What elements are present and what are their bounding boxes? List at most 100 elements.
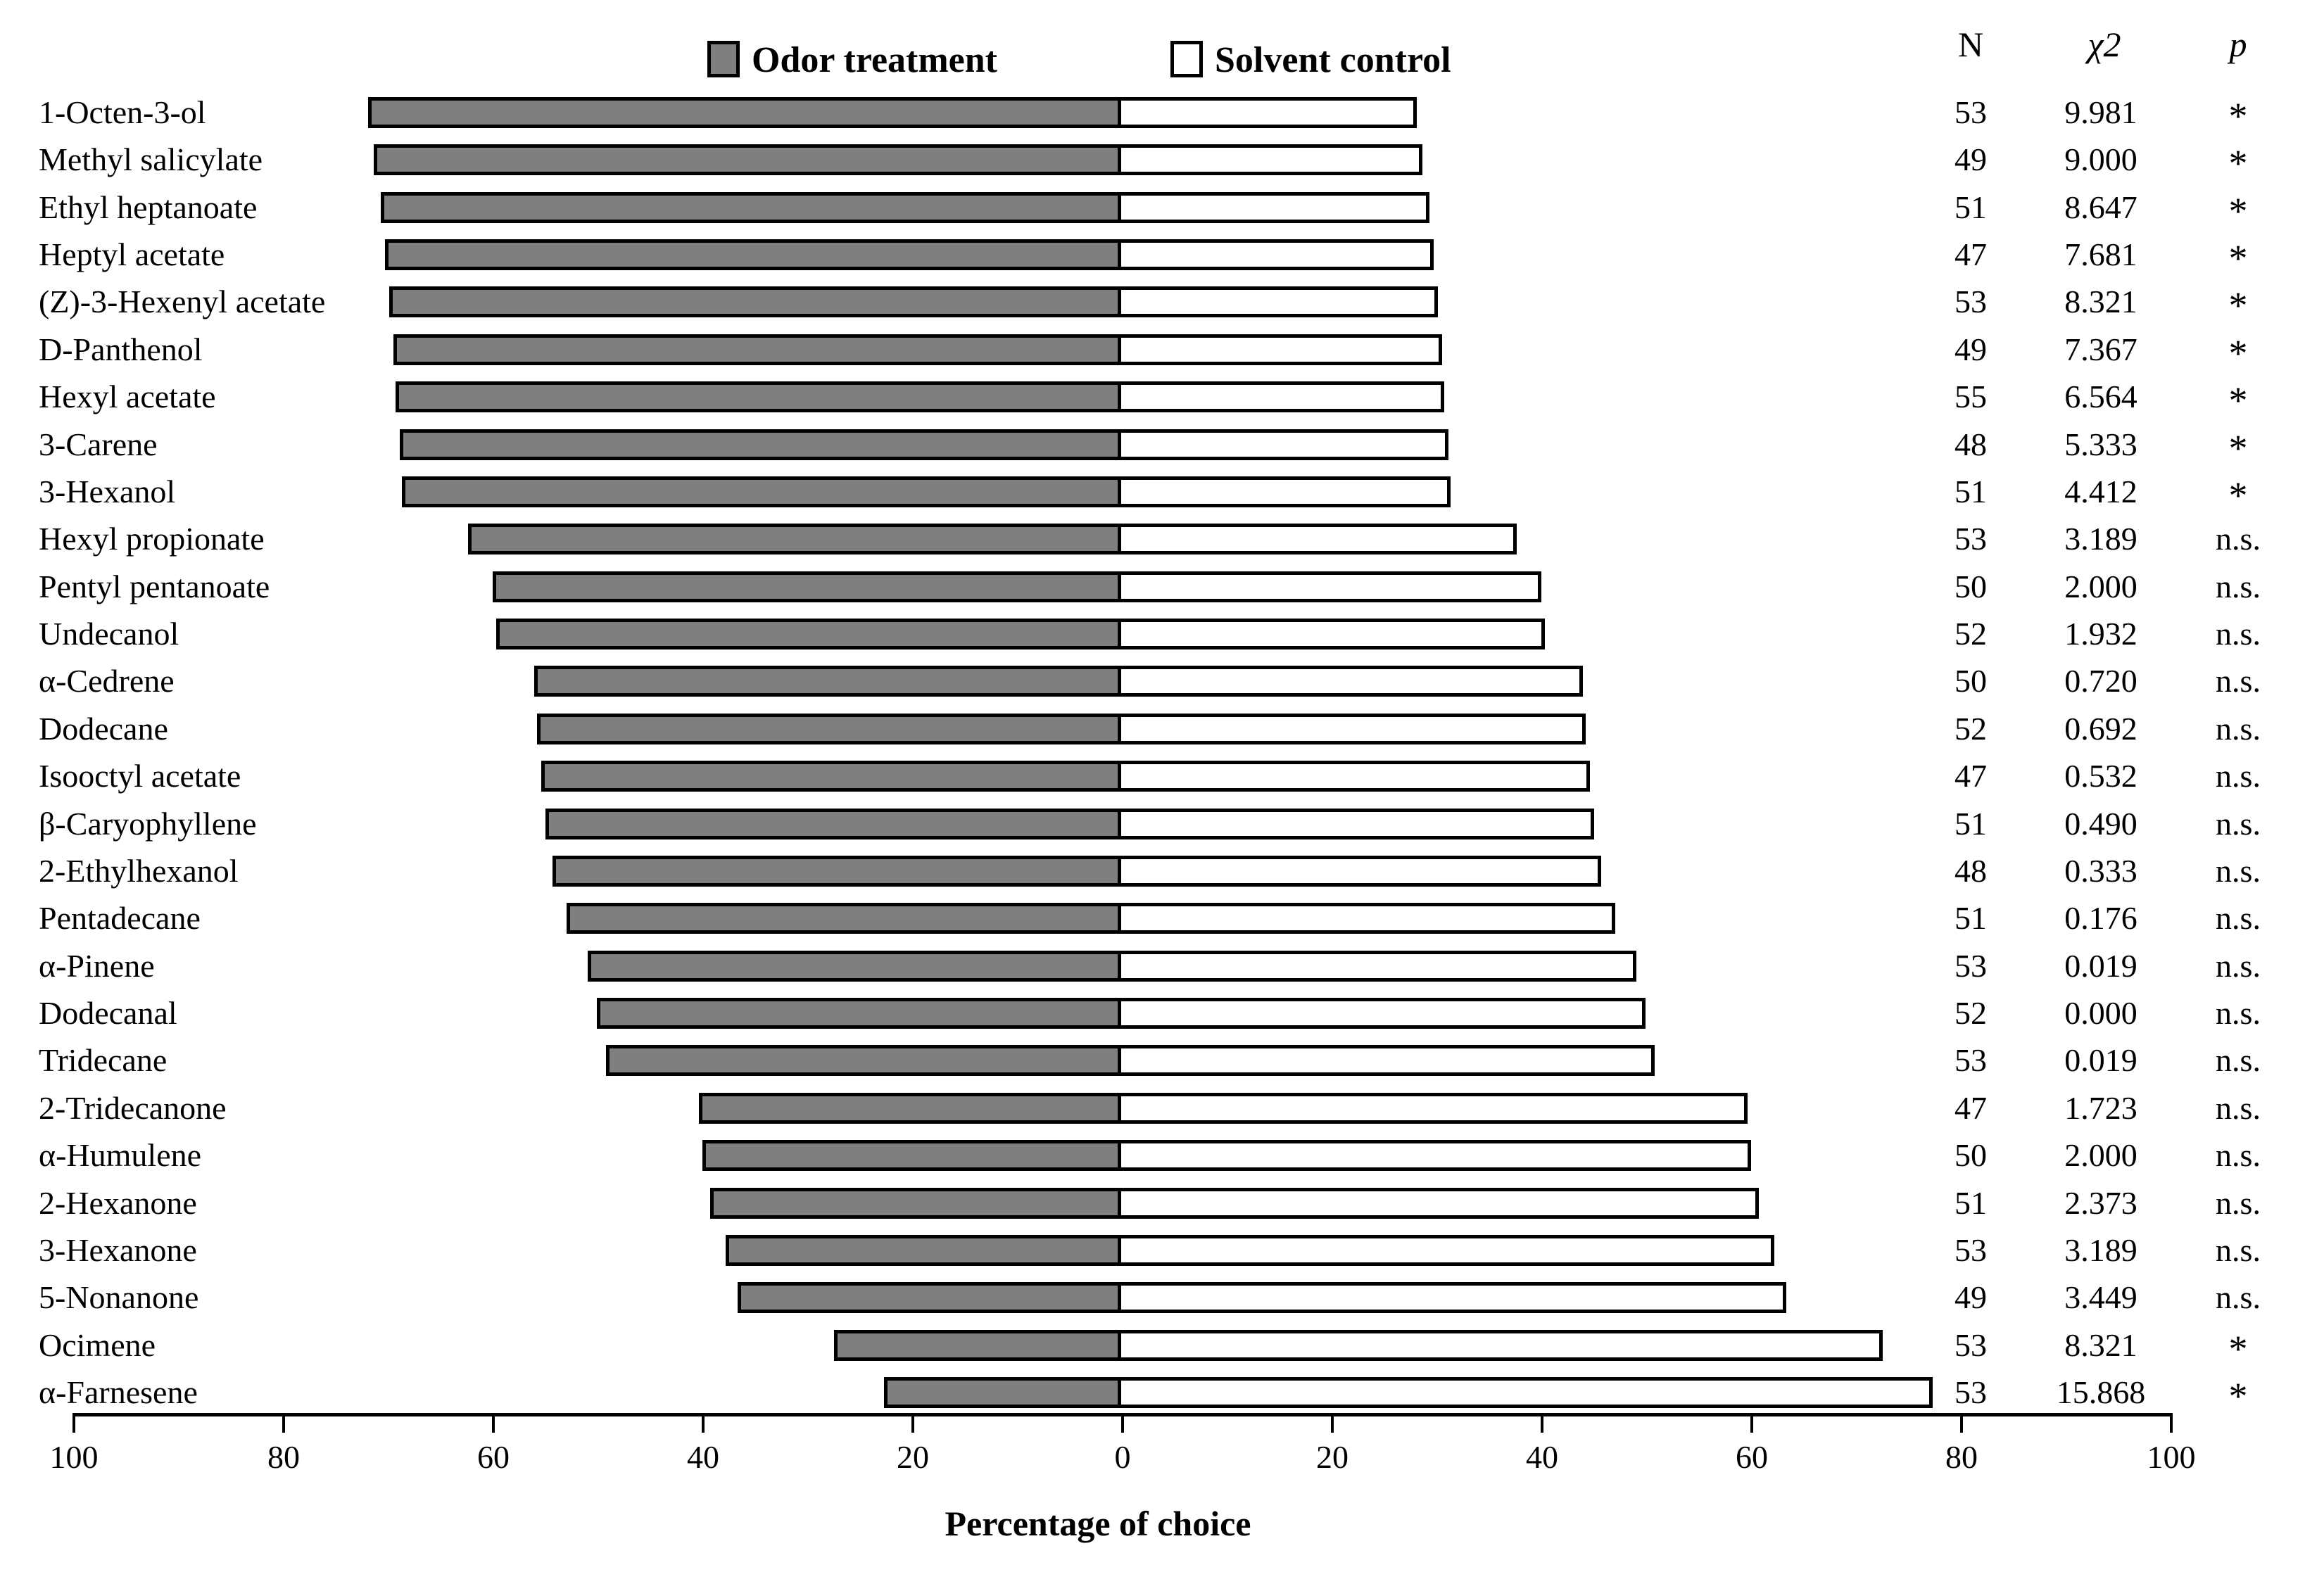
stat-chi2: 0.019 [2064,1042,2137,1079]
stat-chi2: 2.000 [2064,568,2137,604]
stat-p: n.s. [2216,663,2261,699]
solvent-bar [1118,286,1438,318]
row-label: β-Caryophyllene [39,805,257,842]
stat-p: n.s. [2216,1231,2261,1268]
x-tick-label: 100 [49,1439,99,1475]
odor-bar [737,1282,1121,1314]
stat-p: * [2228,284,2248,327]
stat-chi2: 1.723 [2064,1089,2137,1126]
stat-p: * [2228,1327,2248,1370]
stat-chi2: 3.189 [2064,521,2137,557]
row-label: α-Farnesene [39,1374,198,1410]
odor-bar [401,476,1121,507]
row-label: Ocimene [39,1326,156,1363]
x-tick [1960,1413,1963,1433]
stat-p: n.s. [2216,900,2261,937]
row-label: 3-Hexanol [39,473,176,509]
odor-bar [399,429,1121,460]
odor-bar [495,619,1121,650]
x-tick-label: 80 [1945,1439,1978,1475]
stat-chi2: 8.321 [2064,1326,2137,1363]
row-label: (Z)-3-Hexenyl acetate [39,284,326,320]
solvent-bar [1118,666,1583,697]
row-label: α-Pinene [39,947,155,984]
x-tick-label: 20 [897,1439,929,1475]
x-tick [72,1413,75,1433]
solvent-bar [1118,903,1615,934]
odor-bar [541,761,1121,792]
solvent-bar [1118,998,1646,1029]
stat-n: 51 [1954,473,1987,509]
solvent-bar [1118,619,1545,650]
stat-n: 48 [1954,426,1987,462]
x-tick [1331,1413,1334,1433]
x-tick-label: 20 [1316,1439,1349,1475]
solvent-bar [1118,334,1442,365]
odor-bar [833,1329,1121,1361]
stat-p: n.s. [2216,521,2261,557]
odor-bar [587,950,1121,982]
stat-n: 50 [1954,663,1987,699]
stat-chi2: 3.189 [2064,1231,2137,1268]
stat-chi2: 0.720 [2064,663,2137,699]
odor-bar [395,381,1121,413]
x-tick [282,1413,285,1433]
x-tick [1750,1413,1753,1433]
stat-chi2: 8.321 [2064,284,2137,320]
x-tick-label: 60 [477,1439,510,1475]
legend-solvent-label: Solvent control [1215,40,1451,80]
stat-n: 53 [1954,1326,1987,1363]
stat-n: 53 [1954,1374,1987,1410]
stat-chi2: 5.333 [2064,426,2137,462]
stat-n: 53 [1954,284,1987,320]
stat-p: n.s. [2216,1137,2261,1174]
odor-bar [545,808,1121,839]
stat-p: * [2228,426,2248,469]
stat-chi2: 0.490 [2064,805,2137,842]
row-label: Hexyl propionate [39,521,265,557]
solvent-bar [1118,808,1594,839]
solvent-bar [1118,855,1602,887]
row-label: 1-Octen-3-ol [39,94,206,130]
stat-n: 47 [1954,1089,1987,1126]
x-tick-label: 40 [687,1439,719,1475]
stat-n: 49 [1954,141,1987,178]
x-tick-label: 40 [1526,1439,1558,1475]
solvent-bar [1118,1092,1748,1124]
stat-chi2: 2.000 [2064,1137,2137,1174]
x-tick [911,1413,914,1433]
solvent-bar [1118,1234,1775,1266]
stat-n: 49 [1954,331,1987,367]
stat-p: n.s. [2216,852,2261,889]
stat-n: 51 [1954,900,1987,937]
stat-p: n.s. [2216,995,2261,1032]
stat-n: 55 [1954,379,1987,415]
stat-p: * [2228,474,2248,516]
solvent-bar [1118,144,1422,176]
solvent-bar [1118,97,1417,128]
x-tick-label: 80 [267,1439,300,1475]
stat-n: 51 [1954,805,1987,842]
legend-solvent-swatch-icon [1170,41,1203,77]
odor-bar [606,1045,1121,1077]
odor-bar [726,1234,1121,1266]
solvent-bar [1118,950,1636,982]
stat-n: 51 [1954,189,1987,225]
solvent-bar [1118,761,1591,792]
stat-p: n.s. [2216,1279,2261,1316]
solvent-bar [1118,1187,1759,1219]
stat-chi2: 9.981 [2064,94,2137,130]
odor-bar [385,239,1121,271]
legend-odor-swatch-icon [707,41,740,77]
stat-n: 47 [1954,758,1987,794]
odor-bar [597,998,1121,1029]
stat-chi2: 7.681 [2064,236,2137,273]
stat-n: 48 [1954,852,1987,889]
stat-n: 53 [1954,521,1987,557]
stat-n: 47 [1954,236,1987,273]
row-label: 2-Tridecanone [39,1089,227,1126]
stat-chi2: 0.000 [2064,995,2137,1032]
stat-p: n.s. [2216,616,2261,652]
odor-bar [698,1092,1121,1124]
